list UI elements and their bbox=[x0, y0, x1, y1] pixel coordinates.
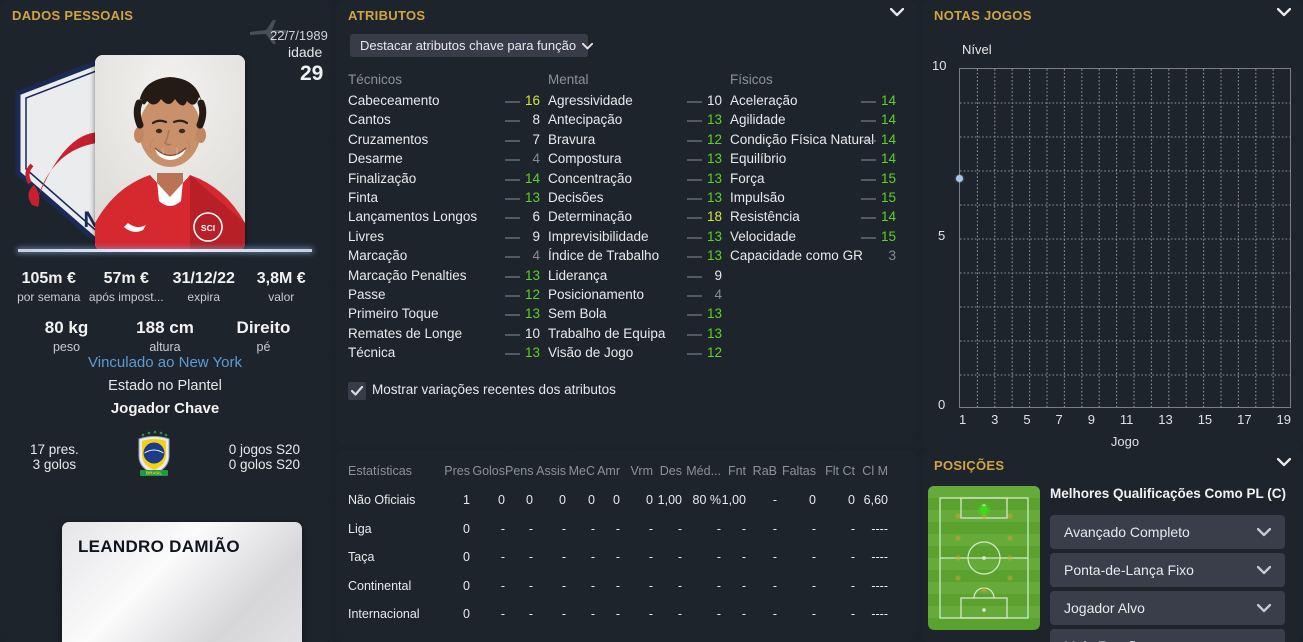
svg-text:SCI: SCI bbox=[201, 223, 215, 233]
svg-text:BRASIL: BRASIL bbox=[146, 471, 162, 476]
